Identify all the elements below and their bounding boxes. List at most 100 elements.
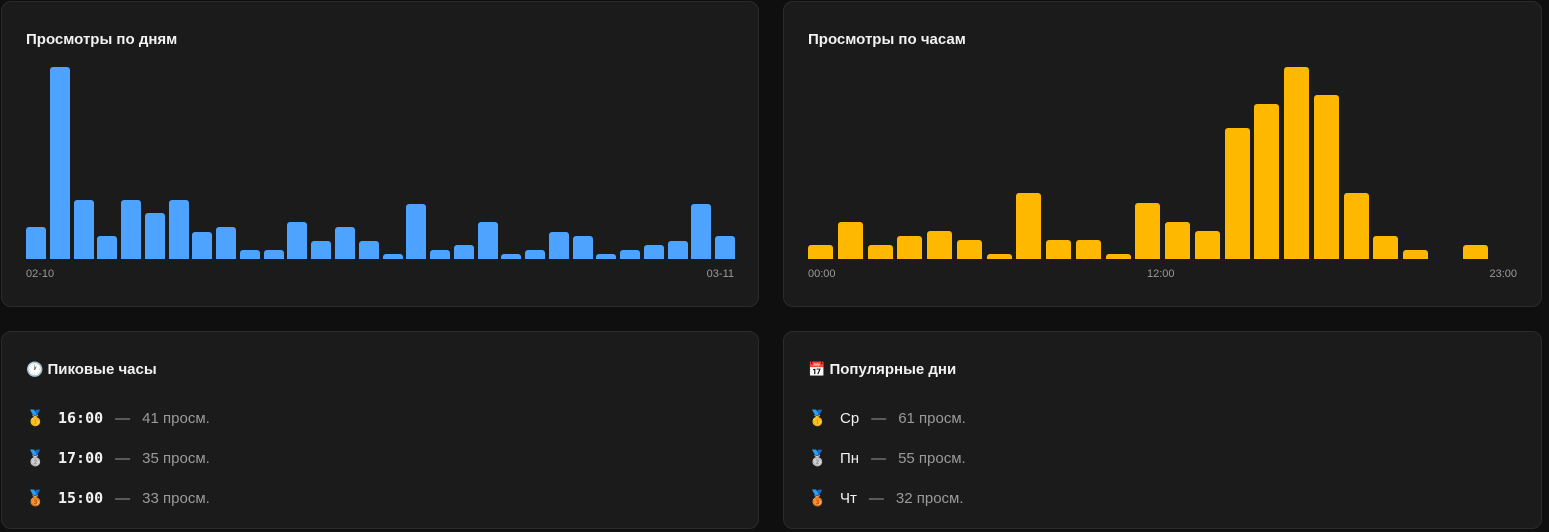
peak-hours-card: 🕐 Пиковые часы 🥇 16:00 — 41 просм. 🥈 17:00 — 35 …	[1, 331, 759, 529]
calendar-icon: 📅	[808, 361, 826, 377]
list-item: 🥈 Пн — 55 просм.	[808, 438, 966, 478]
item-key: Ср	[840, 409, 860, 427]
bar-03-10	[691, 204, 712, 259]
separator: —	[115, 449, 131, 467]
bar-01:00	[837, 221, 863, 259]
bar-22:00	[1462, 244, 1488, 259]
bar-02-22	[311, 240, 332, 259]
gold-medal-icon: 🥇	[808, 410, 827, 427]
bronze-medal-icon: 🥉	[808, 490, 827, 507]
silver-medal-icon: 🥈	[808, 450, 827, 467]
bar-03-05	[572, 236, 593, 259]
bar-05:00	[956, 240, 982, 259]
bar-02-25	[382, 254, 403, 259]
bar-02-19	[239, 249, 260, 259]
separator: —	[871, 449, 887, 467]
item-key: 17:00	[58, 449, 104, 467]
bar-02:00	[867, 244, 893, 259]
bar-03-07	[620, 249, 641, 259]
item-count: 61 просм.	[898, 409, 966, 427]
peak-hours-list: 🥇 16:00 — 41 просм. 🥈 17:00 — 35 просм. 🥉 15:00 — 3…	[26, 398, 210, 518]
bar-02-17	[192, 231, 213, 259]
daily-views-chart	[26, 67, 736, 259]
item-count: 32 просм.	[895, 489, 964, 507]
bar-02-16	[168, 199, 189, 259]
bar-13:00	[1194, 230, 1220, 259]
bar-02-13	[97, 236, 118, 259]
card-title: Популярные дни	[829, 361, 957, 378]
bar-02-10	[26, 227, 46, 259]
bar-12:00	[1165, 221, 1190, 259]
item-key: 15:00	[58, 489, 104, 507]
bar-02-28	[453, 245, 474, 259]
list-item: 🥇 Ср — 61 просм.	[808, 398, 966, 438]
bar-03-11	[715, 236, 736, 259]
clock-icon: 🕐	[26, 361, 44, 377]
item-count: 33 просм.	[142, 489, 210, 507]
x-tick-label: 00:00	[808, 268, 836, 280]
popular-days-list: 🥇 Ср — 61 просм. 🥈 Пн — 55 просм. 🥉 Чт — 32 просм.	[808, 398, 966, 518]
item-key: Пн	[840, 449, 860, 467]
bar-18:00	[1343, 193, 1369, 259]
bar-02-15	[144, 213, 165, 259]
separator: —	[115, 409, 131, 427]
hourly-views-chart	[808, 67, 1518, 259]
list-item: 🥇 16:00 — 41 просм.	[26, 398, 210, 438]
item-key: Чт	[840, 489, 857, 507]
separator: —	[115, 489, 131, 507]
bar-02-24	[358, 240, 379, 259]
separator: —	[871, 409, 887, 427]
bar-02-12	[73, 199, 94, 259]
bar-14:00	[1224, 127, 1250, 259]
separator: —	[868, 489, 884, 507]
bar-06:00	[986, 254, 1012, 259]
card-title-wrap: 🕐 Пиковые часы	[26, 361, 157, 378]
bar-03-01	[477, 222, 498, 259]
item-count: 35 просм.	[142, 449, 210, 467]
gold-medal-icon: 🥇	[26, 410, 45, 427]
bar-03-09	[667, 240, 688, 259]
card-title: Пиковые часы	[47, 361, 157, 378]
list-item: 🥈 17:00 — 35 просм.	[26, 438, 210, 478]
bar-03-02	[501, 254, 522, 259]
list-item: 🥉 Чт — 32 просм.	[808, 478, 966, 518]
bar-04:00	[927, 230, 952, 259]
card-title: Просмотры по часам	[808, 31, 966, 48]
bar-03-04	[548, 231, 569, 259]
x-tick-label: 23:00	[1489, 268, 1517, 280]
x-tick-label: 03-11	[706, 268, 734, 280]
bar-02-14	[121, 199, 142, 259]
bar-10:00	[1105, 254, 1131, 259]
bar-11:00	[1135, 202, 1161, 259]
bar-03-06	[596, 254, 617, 259]
bar-16:00	[1284, 67, 1309, 259]
bar-02-26	[406, 204, 427, 259]
bar-02-11	[49, 67, 70, 259]
daily-views-card: Просмотры по дням 02-10 03-11	[1, 1, 759, 307]
bar-02-27	[430, 249, 451, 259]
bar-02-21	[287, 222, 308, 259]
bar-02-20	[263, 249, 284, 259]
bar-08:00	[1046, 240, 1071, 259]
item-count: 55 просм.	[898, 449, 966, 467]
bar-03:00	[897, 235, 923, 259]
popular-days-card: 📅 Популярные дни 🥇 Ср — 61 просм. 🥈 Пн — 55 прос…	[783, 331, 1542, 529]
bar-00:00	[808, 244, 833, 259]
item-key: 16:00	[58, 409, 104, 427]
card-title-wrap: 📅 Популярные дни	[808, 361, 956, 378]
x-tick-label: 02-10	[26, 268, 55, 280]
bar-03-03	[525, 249, 546, 259]
x-tick-label: 12:00	[1147, 268, 1175, 280]
bar-02-18	[216, 227, 237, 259]
bar-09:00	[1075, 240, 1101, 259]
bronze-medal-icon: 🥉	[26, 490, 45, 507]
bar-17:00	[1313, 95, 1339, 259]
silver-medal-icon: 🥈	[26, 450, 45, 467]
bar-07:00	[1016, 193, 1042, 259]
hourly-views-card: Просмотры по часам 00:00 12:00 23:00	[783, 1, 1542, 307]
list-item: 🥉 15:00 — 33 просм.	[26, 478, 210, 518]
bar-20:00	[1403, 249, 1428, 259]
bar-15:00	[1254, 104, 1280, 259]
bar-03-08	[643, 245, 664, 259]
card-title: Просмотры по дням	[26, 31, 178, 48]
